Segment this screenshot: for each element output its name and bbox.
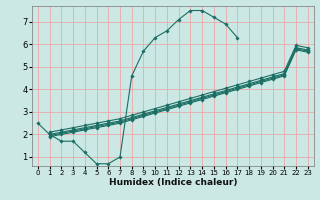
X-axis label: Humidex (Indice chaleur): Humidex (Indice chaleur): [108, 178, 237, 187]
